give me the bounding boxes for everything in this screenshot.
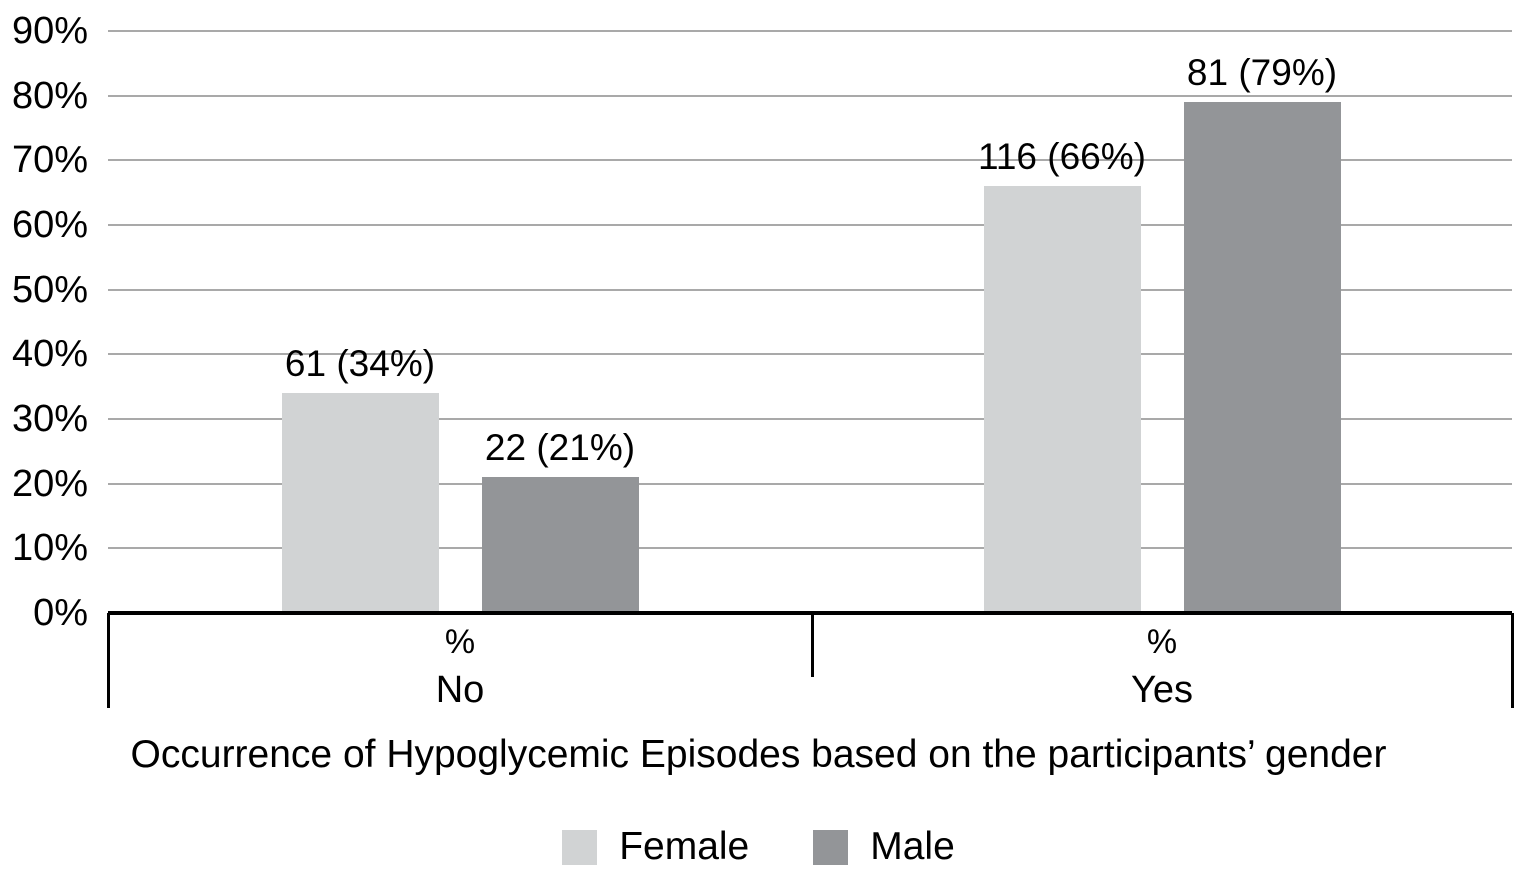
axis-bracket-right: [1510, 613, 1514, 708]
legend-swatch-female: [562, 829, 598, 865]
gridline: [108, 288, 1512, 291]
x-axis-sublabel: %: [444, 623, 476, 661]
bar-value-label: 81 (79%): [1186, 52, 1338, 94]
gridline: [108, 353, 1512, 356]
axis-bracket-left: [106, 613, 110, 708]
axis-bracket-divider: [810, 613, 814, 677]
legend: Female Male: [0, 826, 1517, 868]
x-axis-line: [108, 611, 1512, 615]
gridline: [108, 30, 1512, 32]
legend-entry-male: Male: [813, 826, 955, 868]
y-axis-tick-label: 80%: [11, 74, 88, 117]
gridline: [108, 94, 1512, 97]
y-axis-tick-label: 40%: [11, 333, 88, 376]
legend-entry-female: Female: [562, 826, 749, 868]
y-axis-tick-label: 50%: [11, 268, 88, 311]
x-axis-category-label: Yes: [1131, 669, 1193, 711]
bar-male-no: [481, 477, 639, 613]
axis-title: Occurrence of Hypoglycemic Episodes base…: [130, 733, 1387, 776]
gridline: [108, 482, 1512, 485]
gridline: [108, 418, 1512, 420]
gridline: [108, 159, 1512, 162]
y-axis-tick-label: 60%: [11, 204, 88, 246]
gridline: [108, 547, 1512, 550]
y-axis-tick-label: 90%: [11, 10, 88, 52]
legend-label: Male: [870, 825, 955, 868]
y-axis-tick-label: 20%: [11, 462, 88, 505]
y-axis-tick-label: 10%: [11, 527, 88, 570]
y-axis-tick-label: 30%: [11, 398, 88, 440]
bar-male-yes: [1183, 102, 1341, 613]
bar-value-label: 61 (34%): [284, 343, 436, 385]
y-axis-tick-label: 0%: [33, 592, 88, 634]
x-axis-category-label: No: [435, 669, 485, 711]
y-axis-tick-label: 70%: [11, 139, 88, 182]
bar-female-yes: [983, 186, 1141, 613]
legend-label: Female: [619, 825, 750, 868]
bar-value-label: 22 (21%): [484, 427, 636, 469]
legend-swatch-male: [813, 829, 849, 865]
bar-female-no: [281, 393, 439, 613]
bar-value-label: 116 (66%): [978, 136, 1146, 178]
gridline: [108, 224, 1512, 226]
x-axis-sublabel: %: [1146, 623, 1178, 661]
